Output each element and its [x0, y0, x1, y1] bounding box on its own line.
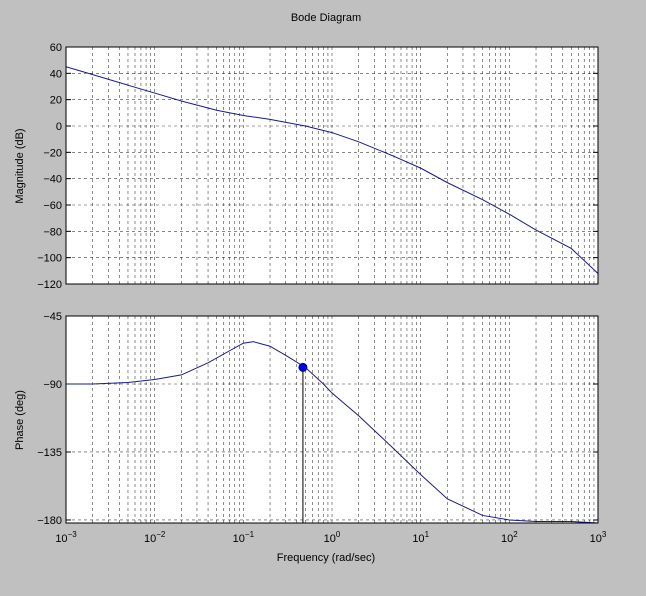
- phase-axis-label: Phase (deg): [14, 390, 26, 450]
- magnitude-y-tick-label: −60: [43, 200, 62, 212]
- magnitude-y-tick-label: −80: [43, 226, 62, 238]
- magnitude-curve: [65, 66, 599, 274]
- magnitude-y-tick-label: −120: [37, 279, 62, 291]
- magnitude-y-tick-label: −100: [37, 253, 62, 265]
- phase-frame: [65, 315, 599, 524]
- magnitude-frame: [65, 46, 599, 285]
- phase-y-tick-label: −90: [43, 379, 62, 391]
- chart-title: Bode Diagram: [291, 12, 361, 24]
- frequency-axis-label: Frequency (rad/sec): [277, 552, 375, 564]
- phase-y-tick-label: −45: [43, 311, 62, 323]
- magnitude-plot-area: [66, 47, 598, 284]
- frequency-x-ticks: 10−3 10−2 10−1 100 101 102 103: [55, 530, 607, 545]
- phase-y-tick-label: −180: [37, 515, 62, 527]
- magnitude-y-tick-label: 60: [50, 42, 62, 54]
- x-tick-label: 10−1: [233, 530, 255, 545]
- magnitude-grid: [66, 47, 598, 284]
- magnitude-y-tick-label: −40: [43, 174, 62, 186]
- x-tick-label: 10−3: [55, 530, 77, 545]
- phase-grid: [66, 316, 598, 523]
- phase-y-tick-label: −135: [37, 447, 62, 459]
- data-cursor-marker[interactable]: [298, 362, 308, 372]
- magnitude-y-tick-label: 20: [50, 95, 62, 107]
- magnitude-axis-label: Magnitude (dB): [14, 128, 26, 203]
- x-tick-label: 103: [590, 530, 607, 545]
- magnitude-y-tick-label: 40: [50, 68, 62, 80]
- magnitude-y-tick-label: 0: [56, 121, 62, 133]
- x-tick-label: 10−2: [144, 530, 166, 545]
- x-tick-label: 101: [412, 530, 429, 545]
- magnitude-y-ticks: 60 40 20 0 −20 −40 −60 −80 −100 −120: [37, 42, 598, 291]
- magnitude-y-tick-label: −20: [43, 147, 62, 159]
- x-tick-label: 102: [501, 530, 518, 545]
- x-tick-label: 100: [324, 530, 341, 545]
- phase-y-ticks: −45 −90 −135 −180: [37, 311, 598, 527]
